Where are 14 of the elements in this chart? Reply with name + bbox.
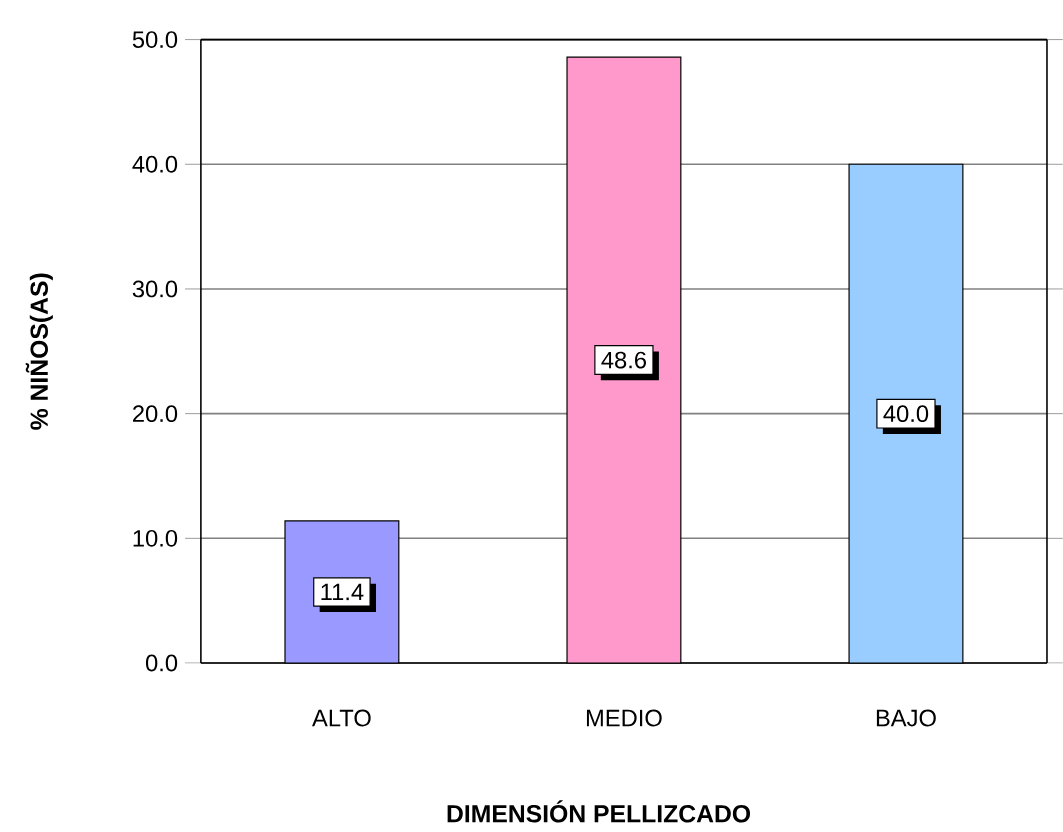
y-tick-label: 0.0 — [145, 654, 178, 672]
data-label: 40.0 — [883, 405, 929, 422]
x-tick-label: BAJO — [876, 709, 936, 727]
y-tick-label: 30.0 — [132, 280, 178, 298]
data-label: 11.4 — [321, 583, 364, 601]
x-axis-title: DIMENSIÓN PELLIZCADO — [447, 800, 751, 823]
y-tick-label: 10.0 — [133, 529, 178, 547]
x-tick-label: ALTO — [312, 709, 371, 727]
x-tick-label: MEDIO — [586, 709, 662, 727]
data-label: 48.6 — [601, 351, 646, 369]
y-tick-label: 20.0 — [133, 405, 178, 422]
y-tick-label: 40.0 — [132, 155, 178, 173]
y-axis-title: % NIÑOS(AS) — [25, 273, 53, 430]
y-tick-label: 50.0 — [132, 31, 178, 48]
